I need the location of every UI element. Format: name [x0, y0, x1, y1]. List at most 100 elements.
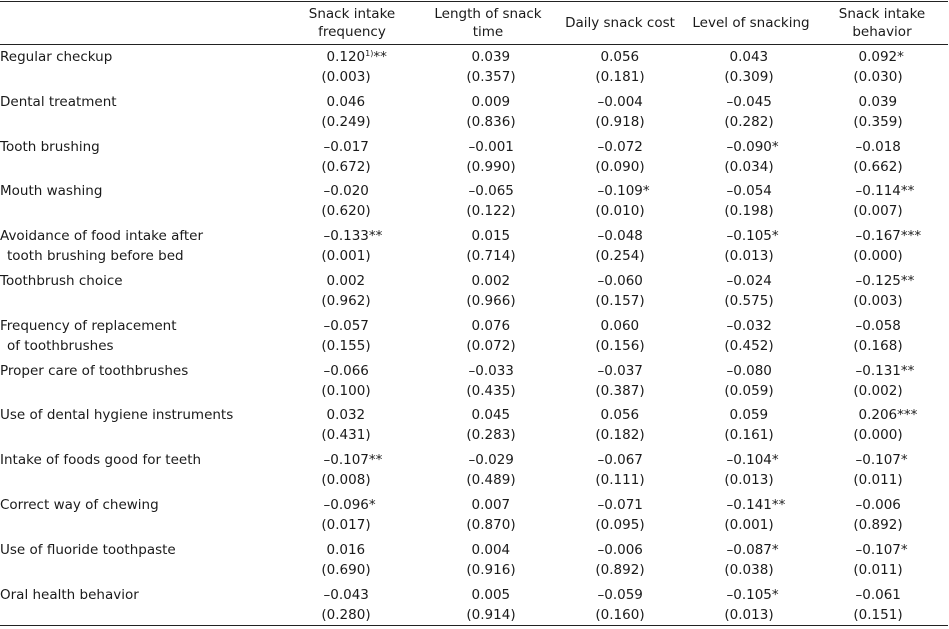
- significance-stars: ***: [897, 407, 918, 424]
- coefficient: –0.133**: [324, 226, 383, 246]
- significance-stars: ***: [900, 228, 922, 245]
- coefficient: 0.045: [472, 405, 511, 425]
- p-value: (0.122): [466, 203, 516, 220]
- coefficient: 0.060: [601, 316, 640, 336]
- significance-stars: **: [373, 49, 387, 65]
- p-value: (0.161): [724, 427, 774, 444]
- coefficient: 0.039: [472, 47, 511, 67]
- coefficient-value: 0.007: [471, 496, 511, 513]
- row-label-line: Frequency of replacement: [0, 317, 177, 334]
- table-cell: –0.048 (0.254): [560, 226, 689, 271]
- coefficient-value: 0.059: [729, 407, 769, 424]
- coefficient-value: –0.066: [323, 362, 369, 379]
- row-label-line: Dental treatment: [0, 93, 117, 110]
- coefficient-value: –0.071: [597, 496, 643, 513]
- p-value: (0.010): [595, 203, 645, 220]
- p-value: (0.962): [321, 292, 371, 309]
- coefficient: –0.020: [324, 181, 369, 201]
- table-cell: 0.016 (0.690): [302, 540, 431, 585]
- significance-stars: **: [900, 272, 915, 289]
- coefficient: –0.060: [598, 271, 643, 291]
- coefficient-value: –0.037: [597, 362, 643, 379]
- p-value: (0.156): [595, 337, 645, 354]
- p-value: (0.620): [321, 203, 371, 220]
- coefficient: –0.071: [598, 495, 643, 515]
- row-label: Use of fluoride toothpaste: [0, 540, 302, 585]
- table-cell: –0.006 (0.892): [560, 540, 689, 585]
- coefficient: –0.107**: [324, 450, 383, 470]
- coefficient-value: –0.107: [323, 452, 369, 469]
- table-cell: 0.002 (0.966): [431, 271, 560, 316]
- coefficient: 0.056: [601, 405, 640, 425]
- p-value: (0.072): [466, 337, 516, 354]
- coefficient: –0.105*: [727, 585, 779, 605]
- row-label-line: Use of dental hygiene instruments: [0, 407, 234, 424]
- table-cell: –0.096* (0.017): [302, 495, 431, 540]
- coefficient-value: 0.002: [326, 272, 366, 289]
- coefficient: –0.048: [598, 226, 643, 246]
- p-value: (0.003): [853, 292, 903, 309]
- coefficient-value: –0.109: [597, 183, 643, 200]
- table-cell: –0.032 (0.452): [689, 316, 818, 361]
- coefficient-value: –0.080: [726, 362, 772, 379]
- row-label-line: Mouth washing: [0, 183, 103, 200]
- p-value: (0.309): [724, 69, 774, 85]
- table-cell: –0.114** (0.007): [818, 181, 949, 226]
- table-cell: –0.133** (0.001): [302, 226, 431, 271]
- coefficient-value: –0.017: [323, 138, 369, 155]
- header-line: Level of snacking: [692, 15, 810, 31]
- table-cell: 0.046 (0.249): [302, 92, 431, 137]
- p-value: (0.990): [466, 158, 516, 175]
- row-label: Frequency of replacement of toothbrushes: [0, 316, 302, 361]
- coefficient: –0.109*: [598, 181, 650, 201]
- header-level-of-snacking: Level of snacking: [684, 5, 818, 41]
- p-value: (0.007): [853, 203, 903, 220]
- table-cell: –0.001 (0.990): [431, 137, 560, 182]
- row-label: Correct way of chewing: [0, 495, 302, 540]
- row-label-line: Toothbrush choice: [0, 272, 123, 289]
- coefficient: 0.002: [327, 271, 366, 291]
- header-line: Length of snack: [434, 6, 542, 22]
- coefficient: 0.056: [601, 47, 640, 67]
- coefficient-value: 0.076: [471, 317, 511, 334]
- p-value: (0.111): [595, 472, 645, 489]
- coefficient-value: –0.107: [855, 452, 901, 469]
- p-value: (0.038): [724, 561, 774, 578]
- coefficient-value: –0.096: [323, 496, 369, 513]
- coefficient-value: 0.120: [326, 49, 366, 65]
- p-value: (0.452): [724, 337, 774, 354]
- significance-stars: *: [771, 138, 779, 155]
- coefficient-value: 0.005: [471, 586, 511, 603]
- table-cell: –0.107** (0.008): [302, 450, 431, 495]
- coefficient-value: –0.001: [468, 138, 514, 155]
- coefficient-value: –0.141: [726, 496, 772, 513]
- table-cell: 0.004 (0.916): [431, 540, 560, 585]
- header-length-of-snack-time: Length of snack time: [424, 5, 552, 41]
- table-row: Toothbrush choice 0.002 (0.962) 0.002 (0.966…: [0, 271, 949, 316]
- p-value: (0.030): [853, 69, 903, 85]
- p-value: (0.282): [724, 113, 774, 130]
- p-value: (0.155): [321, 337, 371, 354]
- significance-stars: *: [771, 228, 779, 245]
- p-value: (0.013): [724, 606, 774, 623]
- table-cell: –0.037 (0.387): [560, 361, 689, 406]
- significance-stars: **: [900, 362, 915, 379]
- table-cell: 0.009 (0.836): [431, 92, 560, 137]
- table-cell: –0.107* (0.011): [818, 540, 949, 585]
- coefficient: –0.141**: [727, 495, 786, 515]
- header-line: time: [472, 24, 504, 40]
- coefficient-value: –0.133: [323, 228, 369, 245]
- significance-stars: **: [900, 183, 915, 200]
- p-value: (0.489): [466, 472, 516, 489]
- table-cell: –0.066 (0.100): [302, 361, 431, 406]
- coefficient-value: 0.039: [858, 93, 898, 110]
- p-value: (0.357): [466, 69, 516, 85]
- table-row: Use of dental hygiene instruments 0.032 (0…: [0, 405, 949, 450]
- table-row: Proper care of toothbrushes –0.066 (0.100)…: [0, 361, 949, 406]
- table-cell: –0.071 (0.095): [560, 495, 689, 540]
- table-cell: –0.057 (0.155): [302, 316, 431, 361]
- row-label: Use of dental hygiene instruments: [0, 405, 302, 450]
- row-label: Avoidance of food intake after tooth brus…: [0, 226, 302, 271]
- coefficient-value: –0.059: [597, 586, 643, 603]
- significance-stars: *: [897, 49, 904, 65]
